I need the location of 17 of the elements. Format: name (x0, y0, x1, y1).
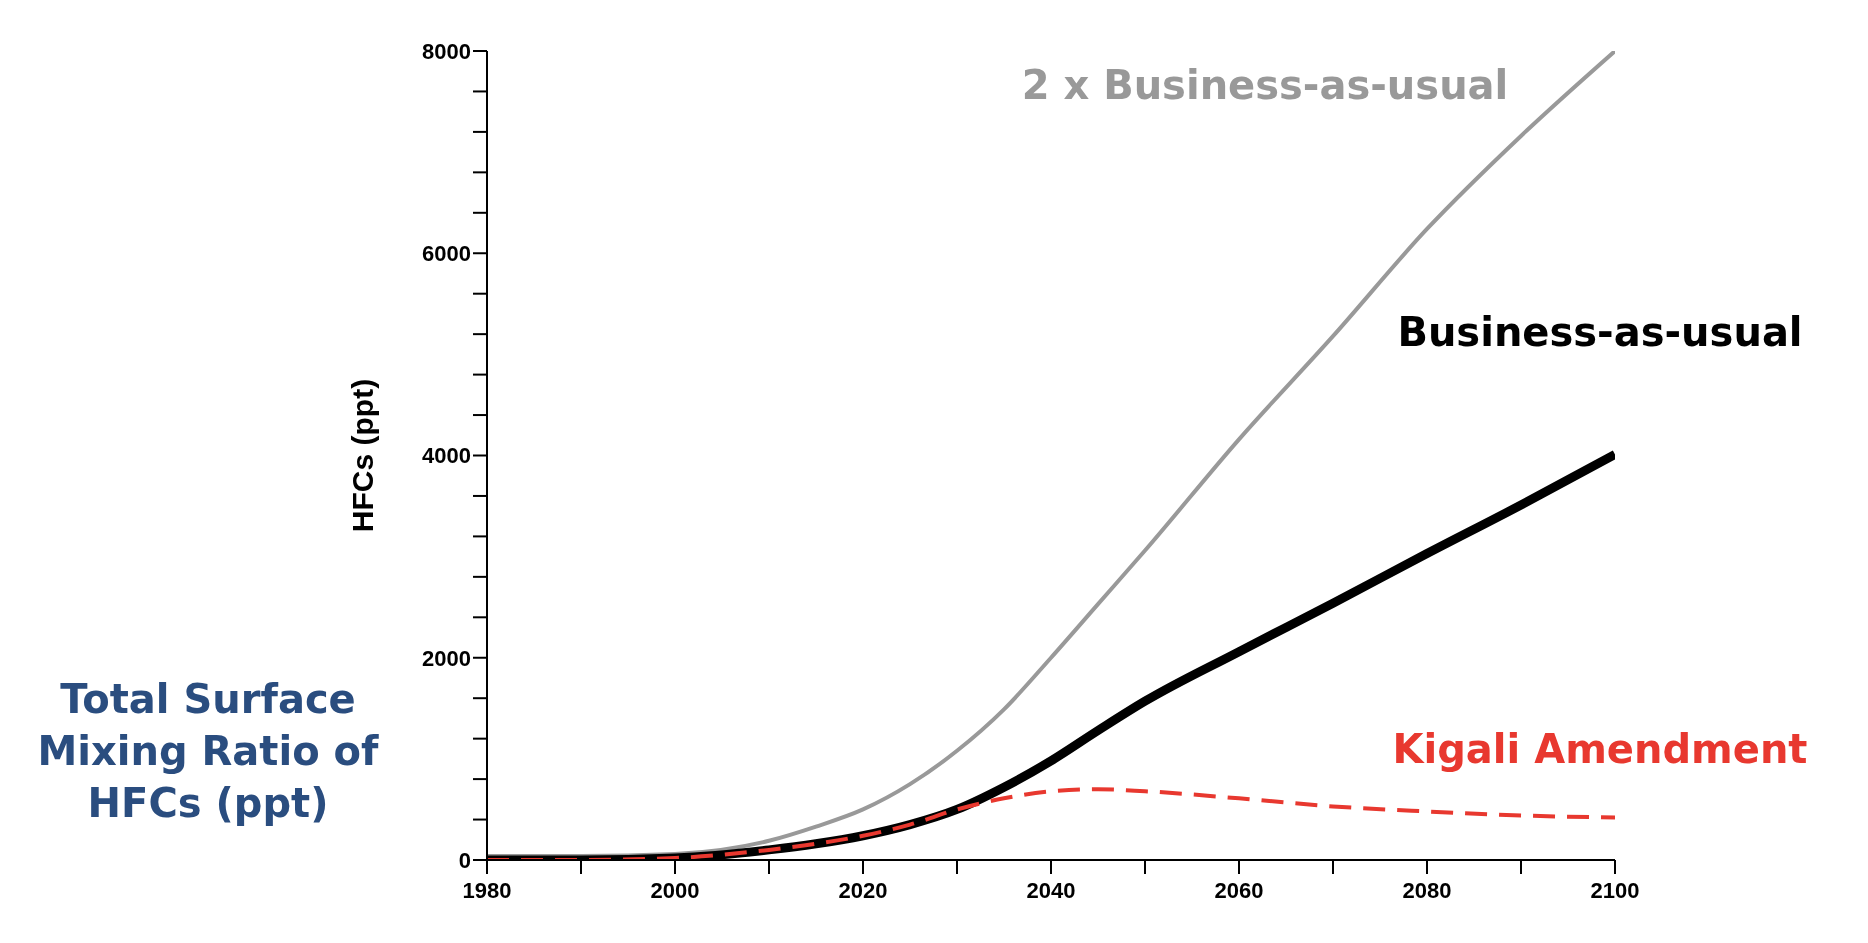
y-tick-label: 0 (458, 847, 471, 873)
x-tick-label: 2000 (650, 877, 700, 903)
y-tick-label: 4000 (422, 443, 471, 469)
x-tick-label: 2080 (1402, 877, 1452, 903)
text: Total Surface Mixing Ratio of HFCs (ppt) (36, 675, 380, 828)
y-tick-label: 6000 (422, 241, 471, 267)
x-tick-label: 2060 (1214, 877, 1264, 903)
series-label: 2 x Business-as-usual (1021, 62, 1509, 108)
series-label: Kigali Amendment (1392, 725, 1808, 772)
x-tick-label: 2100 (1590, 877, 1640, 903)
y-tick-label: 8000 (422, 38, 471, 64)
x-tick-label: 2020 (838, 877, 888, 903)
x-tick-label: 1980 (462, 877, 512, 903)
y-axis-title: HFCs (ppt) (345, 378, 379, 533)
text: Business-as-usual (1397, 309, 1803, 356)
x-tick-label: 2040 (1026, 877, 1076, 903)
y-tick-label: 2000 (422, 645, 471, 671)
